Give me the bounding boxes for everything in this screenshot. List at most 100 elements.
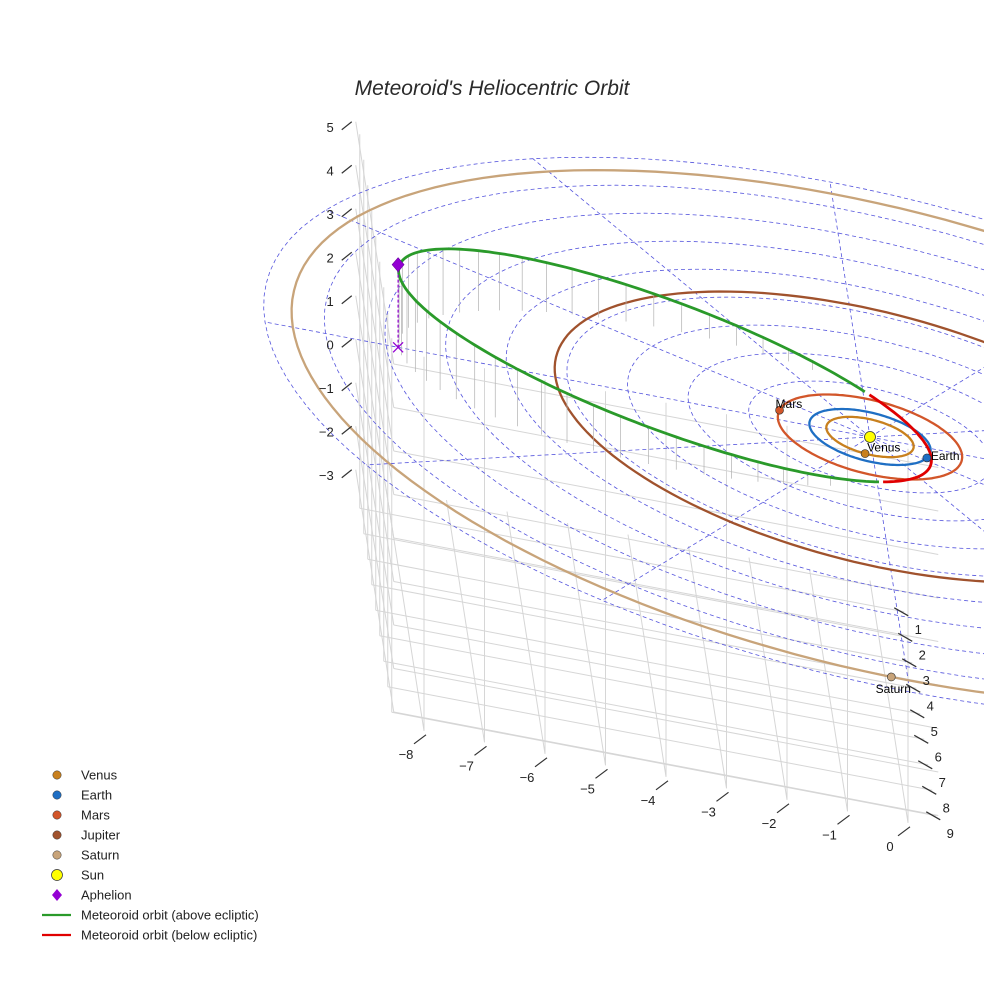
legend-marker-aphelion	[52, 889, 62, 901]
ecliptic-spoke	[869, 436, 911, 693]
ecliptic-spoke	[532, 158, 871, 438]
ecliptic-spoke	[869, 436, 984, 486]
planet-earth-marker	[922, 453, 932, 463]
ecliptic-spoke	[829, 181, 871, 438]
z-tick-mark	[341, 425, 353, 435]
x-tick-label: −7	[459, 758, 474, 773]
legend-label: Jupiter	[81, 828, 121, 843]
planet-mars-label: Mars	[776, 397, 803, 411]
chart-title: Meteoroid's Heliocentric Orbit	[355, 77, 631, 100]
grid-line	[393, 668, 939, 773]
legend-label: Sun	[81, 868, 104, 883]
grid-line	[363, 533, 909, 638]
legend-marker-venus	[52, 770, 62, 780]
grid-line	[869, 580, 909, 823]
y-tick-label: 5	[931, 724, 938, 739]
y-tick-mark	[901, 658, 917, 668]
y-tick-label: 2	[919, 647, 926, 662]
z-tick-mark	[341, 295, 353, 305]
orbit-venus	[825, 415, 915, 459]
ecliptic-ring	[445, 240, 984, 629]
aphelion-projection-marker	[392, 341, 404, 353]
z-tick-label: −3	[319, 468, 334, 483]
ecliptic-grid	[263, 156, 984, 705]
ecliptic-ring	[687, 352, 984, 522]
planet-saturn-marker	[886, 672, 896, 682]
planet-earth-label: Earth	[931, 449, 960, 463]
legend-label: Meteoroid orbit (above ecliptic)	[81, 908, 259, 923]
legend-label: Mars	[81, 808, 110, 823]
ecliptic-spoke	[869, 430, 984, 438]
x-tick-mark	[716, 791, 729, 802]
grid-line	[809, 568, 848, 812]
grid-line	[688, 545, 727, 789]
axis-ticks: 5 4 3 2 1 0 −1 −2 −3 −8 −7 −6 −5 −4 −3 −2 −1 0 1 2 3 4 5 6 7 8 9	[319, 120, 954, 854]
planet-venus-label: Venus	[867, 441, 900, 455]
grid-line	[393, 363, 939, 468]
grid-line	[567, 522, 606, 766]
ecliptic-ring	[505, 268, 984, 603]
legend-marker-saturn	[52, 850, 62, 860]
grid-line	[385, 488, 425, 731]
grid-line	[355, 339, 395, 582]
y-tick-mark	[913, 734, 929, 744]
planet-mars-marker	[775, 405, 784, 415]
orbit-jupiter	[553, 290, 984, 583]
grid-line	[355, 121, 395, 365]
grid-line	[627, 534, 667, 777]
grid-line	[387, 686, 933, 791]
grid-line	[391, 711, 937, 817]
grid-line	[393, 407, 939, 512]
axis-grid	[355, 121, 939, 823]
x-tick-label: −4	[641, 793, 656, 808]
z-tick-mark	[341, 338, 353, 348]
grid-line	[446, 499, 485, 743]
z-tick-label: −1	[319, 381, 334, 396]
y-tick-label: 4	[927, 698, 934, 713]
z-tick-mark	[341, 382, 353, 392]
y-tick-label: 9	[947, 826, 954, 841]
planet-venus-marker	[860, 449, 870, 458]
legend-label: Meteoroid orbit (below ecliptic)	[81, 928, 257, 943]
ecliptic-spoke	[869, 367, 984, 438]
x-tick-label: −3	[701, 804, 716, 819]
ecliptic-spoke	[366, 436, 871, 466]
grid-line	[355, 382, 395, 626]
orbit-earth	[808, 407, 932, 467]
x-tick-mark	[655, 780, 669, 791]
x-tick-mark	[837, 814, 850, 825]
ecliptic-spoke	[325, 209, 871, 438]
grid-line	[506, 511, 546, 754]
z-tick-label: 3	[327, 207, 334, 222]
grid-line	[355, 165, 395, 408]
ecliptic-spoke	[264, 321, 871, 438]
z-tick-mark	[341, 208, 353, 218]
y-tick-label: 3	[923, 673, 930, 688]
z-tick-mark	[341, 469, 353, 479]
z-tick-label: 5	[327, 120, 334, 135]
x-tick-mark	[413, 734, 427, 745]
z-tick-label: 0	[327, 337, 334, 352]
ecliptic-ring	[263, 156, 984, 705]
grid-line	[393, 537, 939, 642]
grid-line	[393, 494, 939, 599]
grid-line	[393, 711, 939, 816]
bodies: Venus Earth Mars Saturn	[391, 257, 960, 696]
y-tick-label: 8	[943, 800, 950, 815]
planet-orbits	[290, 168, 984, 694]
grid-line	[355, 426, 395, 669]
y-tick-mark	[921, 785, 937, 795]
y-tick-mark	[925, 811, 941, 821]
y-tick-mark	[917, 760, 933, 770]
ecliptic-spoke	[869, 436, 984, 532]
meteoroid-orbit-above	[397, 247, 880, 484]
meteoroid-orbit-below	[868, 393, 933, 484]
x-tick-label: −8	[399, 747, 414, 762]
grid-line	[355, 252, 395, 495]
legend-label: Aphelion	[81, 888, 132, 903]
legend-marker-sun	[51, 869, 63, 881]
z-tick-mark	[341, 121, 353, 131]
grid-line	[748, 557, 788, 800]
grid-line	[371, 584, 917, 689]
legend: Venus Earth Mars Jupiter Saturn Sun Aphelion Me…	[42, 768, 259, 943]
